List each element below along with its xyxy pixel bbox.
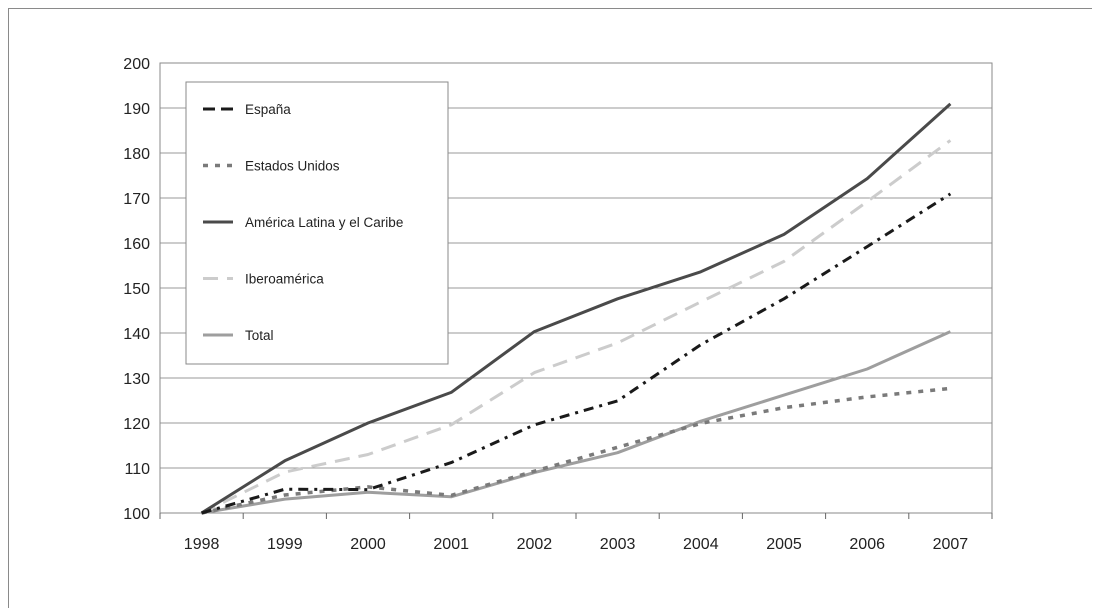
x-tick-label: 1999 — [267, 536, 303, 553]
legend: España Estados Unidos América Latina y el … — [185, 81, 449, 365]
y-tick-label: 160 — [123, 236, 150, 253]
legend-label: España — [245, 102, 291, 117]
x-tick-label: 2003 — [600, 536, 636, 553]
series-line-1 — [201, 386, 951, 515]
series-lines — [200, 102, 952, 515]
y-tick-label: 100 — [123, 506, 150, 523]
y-tick-label: 120 — [123, 416, 150, 433]
y-tick-label: 170 — [123, 191, 150, 208]
x-tick-label: 2000 — [350, 536, 386, 553]
legend-label: América Latina y el Caribe — [245, 215, 403, 230]
x-tick-label: 2004 — [683, 536, 719, 553]
y-tick-label: 200 — [123, 56, 150, 73]
legend-label: Estados Unidos — [245, 159, 340, 174]
figure-frame — [8, 8, 1092, 608]
y-tick-label: 150 — [123, 281, 150, 298]
x-tick-label: 2002 — [517, 536, 553, 553]
series-line-3 — [200, 139, 952, 515]
x-tick-label: 2006 — [849, 536, 885, 553]
y-tick-label: 140 — [123, 326, 150, 343]
legend-label: Total — [245, 328, 274, 343]
x-tick-label: 2007 — [933, 536, 969, 553]
series-line-4 — [201, 330, 952, 515]
y-tick-label: 180 — [123, 146, 150, 163]
x-tick-label: 2001 — [433, 536, 469, 553]
y-axis-ticks: 100 110 120 130 140 150 160 170 180 190 200 — [123, 56, 150, 523]
legend-label: Iberoamérica — [245, 272, 324, 287]
series-line-2 — [200, 102, 952, 515]
y-tick-label: 190 — [123, 101, 150, 118]
x-tick-label: 2005 — [766, 536, 802, 553]
x-axis-ticks: 1998 1999 2000 2001 2002 2003 2004 2005 2006 2007 — [159, 513, 993, 553]
series-line-0 — [201, 192, 952, 515]
y-tick-label: 110 — [124, 461, 150, 478]
x-tick-label: 1998 — [184, 536, 220, 553]
y-tick-label: 130 — [123, 371, 150, 388]
